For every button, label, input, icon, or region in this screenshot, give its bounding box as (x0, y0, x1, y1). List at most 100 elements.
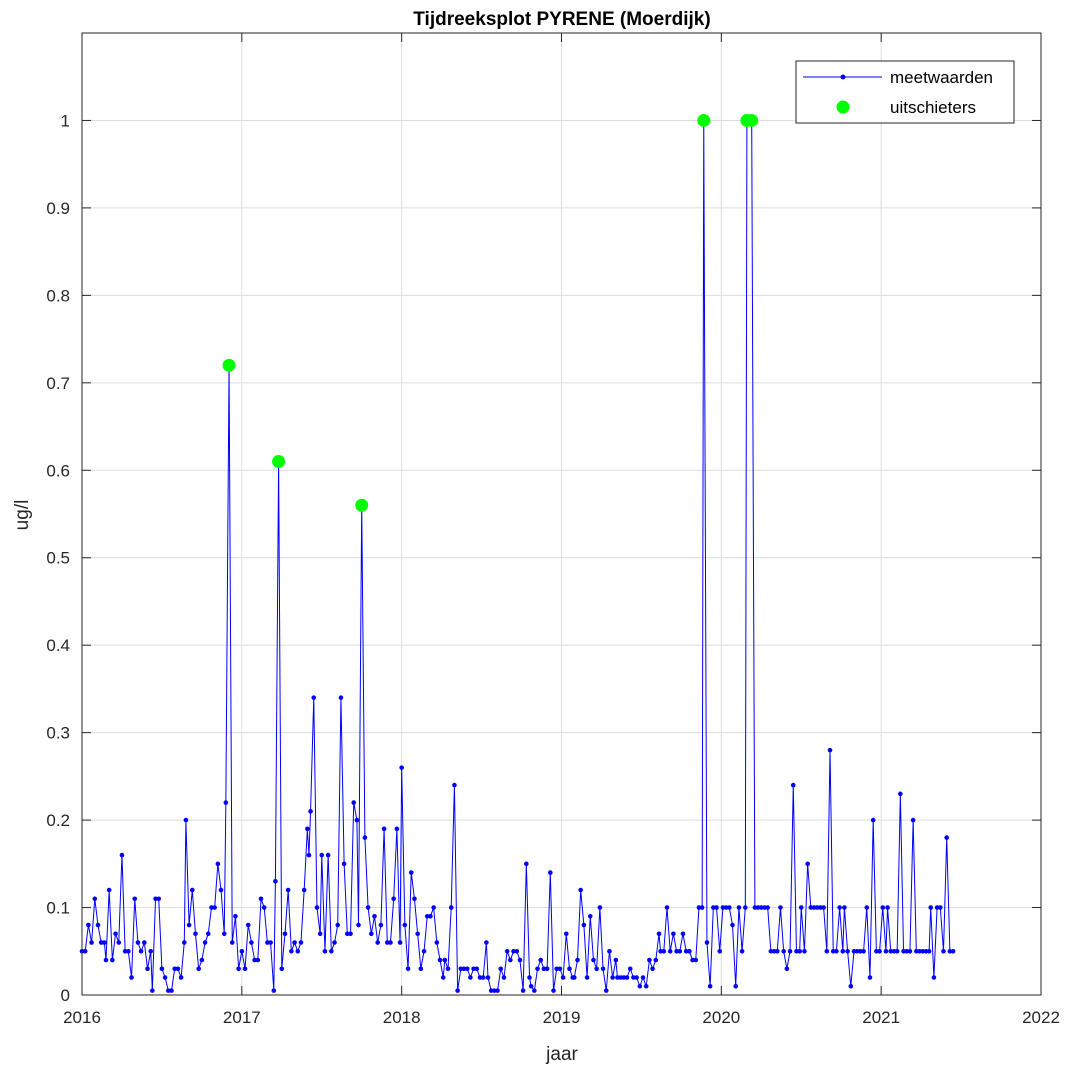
meetwaarden-point (917, 948, 922, 954)
meetwaarden-point (883, 948, 889, 954)
meetwaarden-point (765, 905, 770, 910)
meetwaarden-point (656, 931, 662, 937)
meetwaarden-point (687, 948, 692, 954)
meetwaarden-point (196, 966, 201, 972)
meetwaarden-point (172, 966, 178, 972)
meetwaarden-point (322, 948, 328, 954)
meetwaarden-point (305, 826, 310, 832)
meetwaarden-point (861, 948, 866, 954)
x-tick-label: 2020 (702, 1008, 740, 1027)
meetwaarden-point (794, 948, 799, 954)
meetwaarden-point (325, 852, 331, 858)
meetwaarden-point (674, 948, 679, 954)
meetwaarden-point (338, 695, 344, 700)
meetwaarden-point (548, 870, 553, 875)
meetwaarden-point (591, 957, 596, 963)
meetwaarden-point (755, 905, 761, 910)
meetwaarden-point (461, 966, 467, 972)
meetwaarden-point (584, 975, 590, 980)
meetwaarden-point (258, 896, 264, 902)
meetwaarden-point (901, 948, 906, 954)
meetwaarden-point (704, 940, 710, 945)
meetwaarden-point (424, 913, 430, 919)
y-tick-label: 0.4 (46, 636, 70, 655)
meetwaarden-point (814, 905, 820, 910)
y-tick-label: 0.1 (46, 899, 70, 918)
meetwaarden-point (348, 931, 353, 937)
meetwaarden-point (110, 957, 115, 963)
meetwaarden-point (538, 957, 544, 963)
meetwaarden-point (907, 948, 913, 954)
meetwaarden-point (624, 975, 630, 980)
meetwaarden-point (894, 948, 900, 954)
legend-label-meetwaarden: meetwaarden (890, 68, 993, 87)
axis-ticks (81, 33, 1042, 996)
meetwaarden-point (696, 905, 702, 910)
meetwaarden-point (356, 922, 361, 928)
meetwaarden-point (501, 975, 507, 980)
meetwaarden-point (571, 975, 577, 980)
meetwaarden-point (372, 913, 377, 919)
meetwaarden-point (391, 896, 396, 902)
meetwaarden-point (880, 905, 886, 910)
meetwaarden-point (135, 940, 141, 945)
meetwaarden-point (365, 905, 371, 910)
legend-outlier-sample (836, 100, 850, 114)
meetwaarden-point (563, 931, 569, 937)
meetwaarden-point (671, 931, 676, 937)
meetwaarden-point (904, 948, 910, 954)
meetwaarden-point (498, 966, 504, 972)
meetwaarden-point (854, 948, 860, 954)
meetwaarden-point (923, 948, 929, 954)
meetwaarden-point (736, 905, 742, 910)
meetwaarden-point (252, 957, 257, 963)
meetwaarden-point (122, 948, 128, 954)
meetwaarden-point (560, 975, 566, 980)
meetwaarden-point (797, 948, 802, 954)
meetwaarden-point (627, 966, 633, 972)
meetwaarden-point (787, 948, 793, 954)
meetwaarden-point (798, 905, 804, 910)
meetwaarden-point (664, 905, 670, 910)
uitschieter-point (745, 113, 759, 127)
meetwaarden-point (354, 817, 360, 823)
meetwaarden-point (771, 948, 777, 954)
meetwaarden-point (920, 948, 926, 954)
meetwaarden-point (643, 983, 649, 989)
y-tick-label: 0 (61, 986, 70, 1005)
meetwaarden-point (301, 887, 307, 893)
meetwaarden-point (778, 905, 783, 910)
meetwaarden-point (667, 948, 673, 954)
meetwaarden-point (421, 948, 427, 954)
meetwaarden-point (739, 948, 745, 954)
meetwaarden-point (193, 931, 198, 937)
meetwaarden-point (557, 966, 563, 972)
meetwaarden-point (931, 975, 937, 980)
meetwaarden-point (818, 905, 823, 910)
meetwaarden-point (480, 975, 486, 980)
meetwaarden-point (233, 913, 238, 919)
meetwaarden-point (205, 931, 211, 937)
meetwaarden-point (528, 983, 534, 989)
meetwaarden-point (485, 975, 491, 980)
meetwaarden-point (891, 948, 897, 954)
meetwaarden-point (306, 852, 312, 858)
meetwaarden-point (212, 905, 217, 910)
meetwaarden-point (156, 896, 162, 902)
meetwaarden-point (397, 940, 403, 945)
meetwaarden-point (587, 913, 593, 919)
meetwaarden-point (273, 879, 278, 884)
y-tick-label: 0.7 (46, 374, 70, 393)
meetwaarden-point (618, 975, 623, 980)
meetwaarden-point (415, 931, 420, 937)
meetwaarden-point (150, 988, 155, 993)
chart-title: Tijdreeksplot PYRENE (Moerdijk) (413, 9, 710, 30)
meetwaarden-point (805, 861, 810, 867)
meetwaarden-point (581, 922, 587, 928)
meetwaarden-point (381, 826, 387, 832)
meetwaarden-point (341, 861, 347, 867)
meetwaarden-point (658, 948, 663, 954)
meetwaarden-point (634, 975, 639, 980)
meetwaarden-point (821, 905, 826, 910)
meetwaarden-point (455, 988, 460, 993)
